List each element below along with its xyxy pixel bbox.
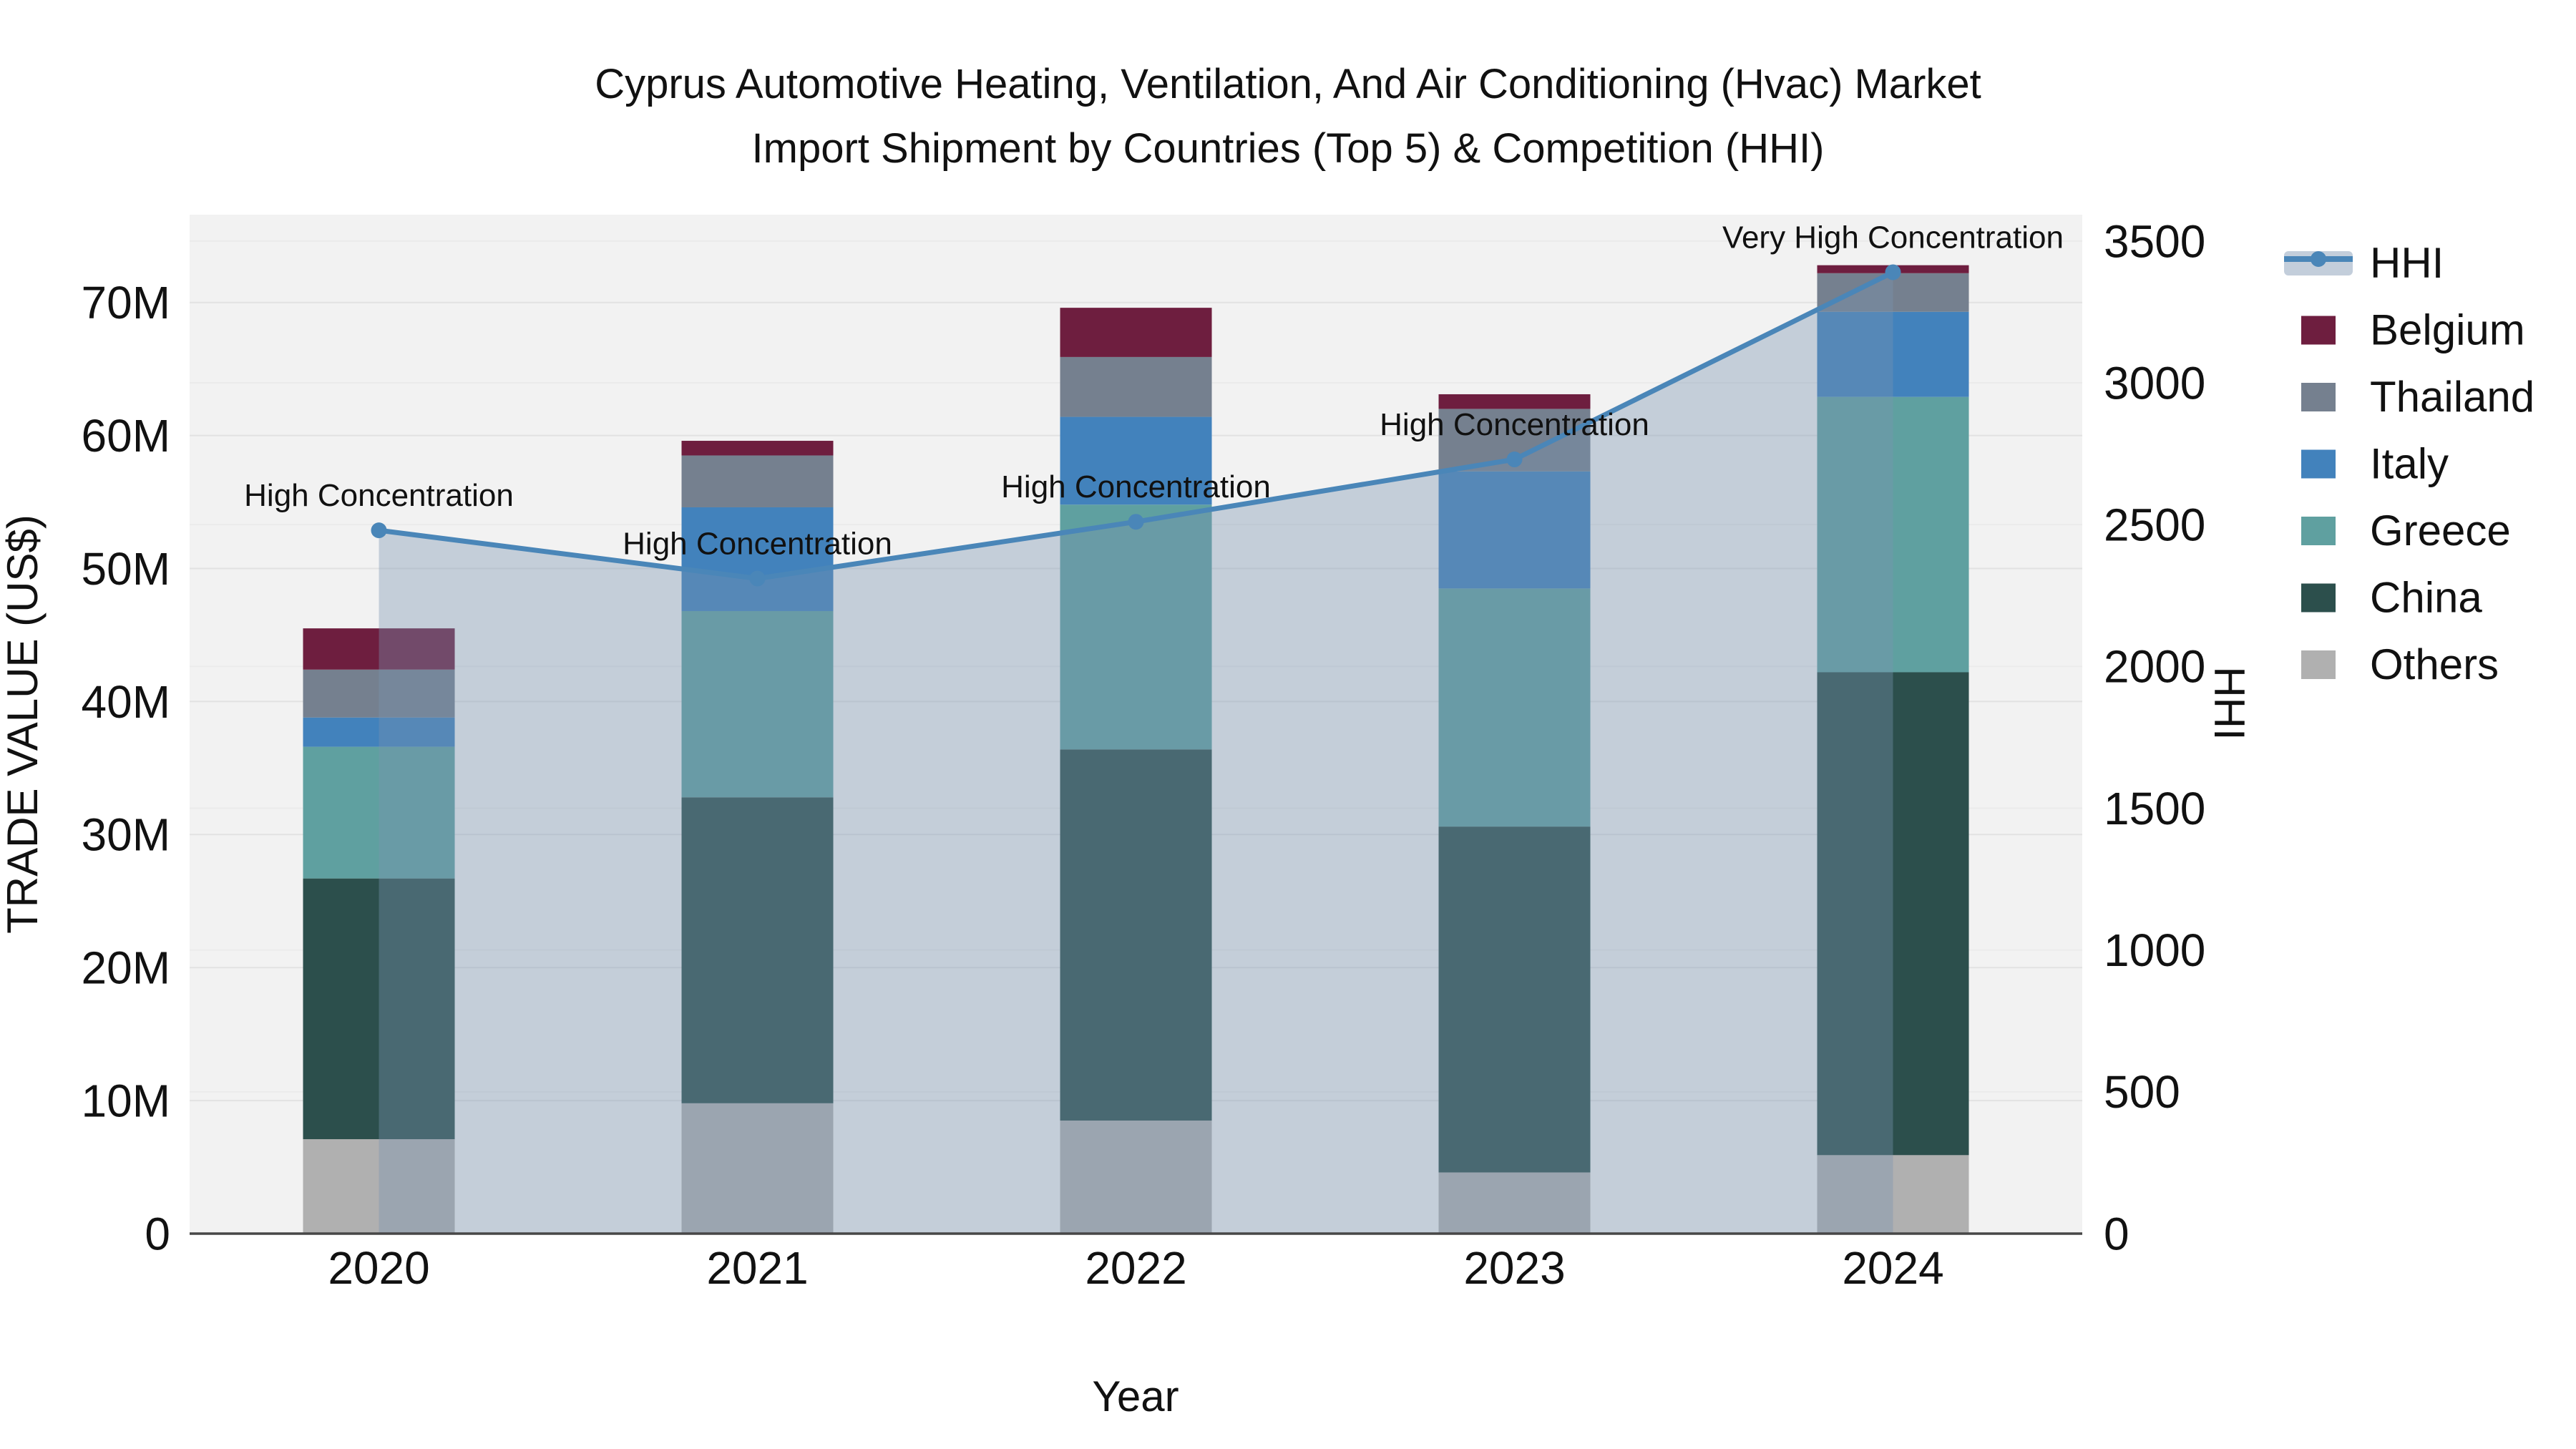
ytick-left-10M: 10M: [82, 1075, 171, 1126]
ytick-right-2000: 2000: [2104, 641, 2205, 693]
hhi-marker-2024[interactable]: [1885, 264, 1901, 280]
legend-item-china[interactable]: China: [2301, 574, 2482, 622]
legend-swatch-greece: [2301, 517, 2336, 545]
bar-segment-belgium-2020[interactable]: [303, 628, 455, 670]
legend-item-others[interactable]: Others: [2301, 640, 2499, 688]
bar-segment-belgium-2021[interactable]: [681, 441, 834, 456]
bar-segment-thailand-2020[interactable]: [303, 669, 455, 718]
bar-segment-others-2020[interactable]: [303, 1139, 455, 1234]
chart-title-line1: Cyprus Automotive Heating, Ventilation, …: [595, 61, 1981, 107]
bar-segment-others-2021[interactable]: [681, 1103, 834, 1234]
ytick-right-3000: 3000: [2104, 357, 2205, 409]
bar-segment-belgium-2022[interactable]: [1060, 308, 1212, 357]
legend-label-thailand: Thailand: [2370, 373, 2534, 421]
bar-segment-china-2023[interactable]: [1438, 826, 1591, 1173]
legend-swatch-italy: [2301, 449, 2336, 479]
xtick-2021: 2021: [706, 1242, 808, 1294]
annotation-2024: Very High Concentration: [1722, 220, 2064, 255]
hhi-line: [371, 264, 1901, 587]
legend-label-others: Others: [2370, 640, 2499, 688]
hhi-area-fill: [379, 272, 1893, 1234]
ytick-right-0: 0: [2104, 1208, 2129, 1259]
bar-segment-thailand-2022[interactable]: [1060, 356, 1212, 417]
bar-segment-belgium-2023[interactable]: [1438, 394, 1591, 409]
hhi-marker-2021[interactable]: [749, 570, 766, 587]
xtick-2023: 2023: [1463, 1242, 1565, 1294]
ytick-right-1500: 1500: [2104, 783, 2205, 834]
hhi-marker-2023[interactable]: [1506, 452, 1523, 468]
bar-segment-china-2020[interactable]: [303, 878, 455, 1140]
bar-segment-greece-2022[interactable]: [1060, 504, 1212, 750]
ytick-left-60M: 60M: [82, 410, 171, 462]
legend: HHI Belgium Thailand Italy Greece China Others: [2284, 239, 2534, 688]
bar-segment-others-2022[interactable]: [1060, 1120, 1212, 1234]
x-axis-title: Year: [1092, 1372, 1179, 1420]
legend-label-belgium: Belgium: [2370, 306, 2525, 354]
xtick-2022: 2022: [1085, 1242, 1186, 1294]
bar-segment-china-2024[interactable]: [1817, 672, 1969, 1156]
bar-segment-greece-2021[interactable]: [681, 610, 834, 798]
legend-item-thailand[interactable]: Thailand: [2301, 373, 2534, 421]
bar-segment-thailand-2021[interactable]: [681, 455, 834, 507]
y-axis-left-title: TRADE VALUE (US$): [0, 514, 47, 934]
legend-swatch-china: [2301, 583, 2336, 613]
bar-segment-greece-2023[interactable]: [1438, 588, 1591, 827]
ytick-left-20M: 20M: [82, 942, 171, 994]
ytick-right-1000: 1000: [2104, 924, 2205, 976]
xtick-2020: 2020: [328, 1242, 429, 1294]
bar-segment-china-2021[interactable]: [681, 797, 834, 1103]
legend-label-italy: Italy: [2370, 440, 2449, 488]
hhi-area: [379, 272, 1893, 1234]
bar-segment-china-2022[interactable]: [1060, 749, 1212, 1121]
bar-segment-greece-2020[interactable]: [303, 746, 455, 879]
legend-hhi-marker-icon: [2311, 251, 2326, 267]
bar-segment-italy-2023[interactable]: [1438, 471, 1591, 589]
ytick-left-70M: 70M: [82, 277, 171, 328]
bar-segment-italy-2021[interactable]: [681, 507, 834, 611]
ytick-right-2500: 2500: [2104, 499, 2205, 551]
legend-item-italy[interactable]: Italy: [2301, 440, 2449, 488]
concentration-annotations: High Concentration High Concentration High…: [244, 220, 2064, 561]
annotation-2020: High Concentration: [244, 478, 514, 513]
annotation-2023: High Concentration: [1380, 407, 1649, 442]
legend-swatch-others: [2301, 650, 2336, 679]
bar-segment-italy-2024[interactable]: [1817, 311, 1969, 397]
annotation-2022: High Concentration: [1001, 469, 1271, 504]
legend-label-greece: Greece: [2370, 507, 2511, 555]
xtick-2024: 2024: [1842, 1242, 1943, 1294]
y-axis-left-tick-labels: 0 10M 20M 30M 40M 50M 60M 70M: [82, 277, 171, 1259]
ytick-left-50M: 50M: [82, 543, 171, 595]
bar-segment-italy-2020[interactable]: [303, 717, 455, 747]
legend-swatch-thailand: [2301, 383, 2336, 411]
ytick-right-500: 500: [2104, 1066, 2180, 1118]
ytick-left-30M: 30M: [82, 809, 171, 861]
legend-swatch-belgium: [2301, 316, 2336, 345]
y-axis-right-tick-labels: 0 500 1000 1500 2000 2500 3000 3500: [2104, 215, 2205, 1259]
bar-segment-others-2024[interactable]: [1817, 1155, 1969, 1234]
ytick-left-40M: 40M: [82, 676, 171, 728]
hhi-marker-2022[interactable]: [1128, 514, 1144, 530]
bar-segment-italy-2022[interactable]: [1060, 416, 1212, 505]
hhi-marker-2020[interactable]: [371, 522, 387, 539]
legend-label-hhi: HHI: [2370, 239, 2444, 287]
legend-label-china: China: [2370, 574, 2482, 622]
legend-item-greece[interactable]: Greece: [2301, 507, 2511, 555]
legend-item-hhi[interactable]: HHI: [2284, 239, 2444, 287]
y-axis-right-title: HHI: [2205, 666, 2253, 740]
ytick-left-0: 0: [145, 1208, 170, 1259]
legend-item-belgium[interactable]: Belgium: [2301, 306, 2525, 354]
bar-segment-greece-2024[interactable]: [1817, 396, 1969, 673]
ytick-right-3500: 3500: [2104, 215, 2205, 267]
x-axis-tick-labels: 2020 2021 2022 2023 2024: [328, 1242, 1943, 1294]
bar-segment-others-2023[interactable]: [1438, 1172, 1591, 1234]
annotation-2021: High Concentration: [623, 526, 892, 561]
chart-title-line2: Import Shipment by Countries (Top 5) & C…: [752, 125, 1825, 172]
